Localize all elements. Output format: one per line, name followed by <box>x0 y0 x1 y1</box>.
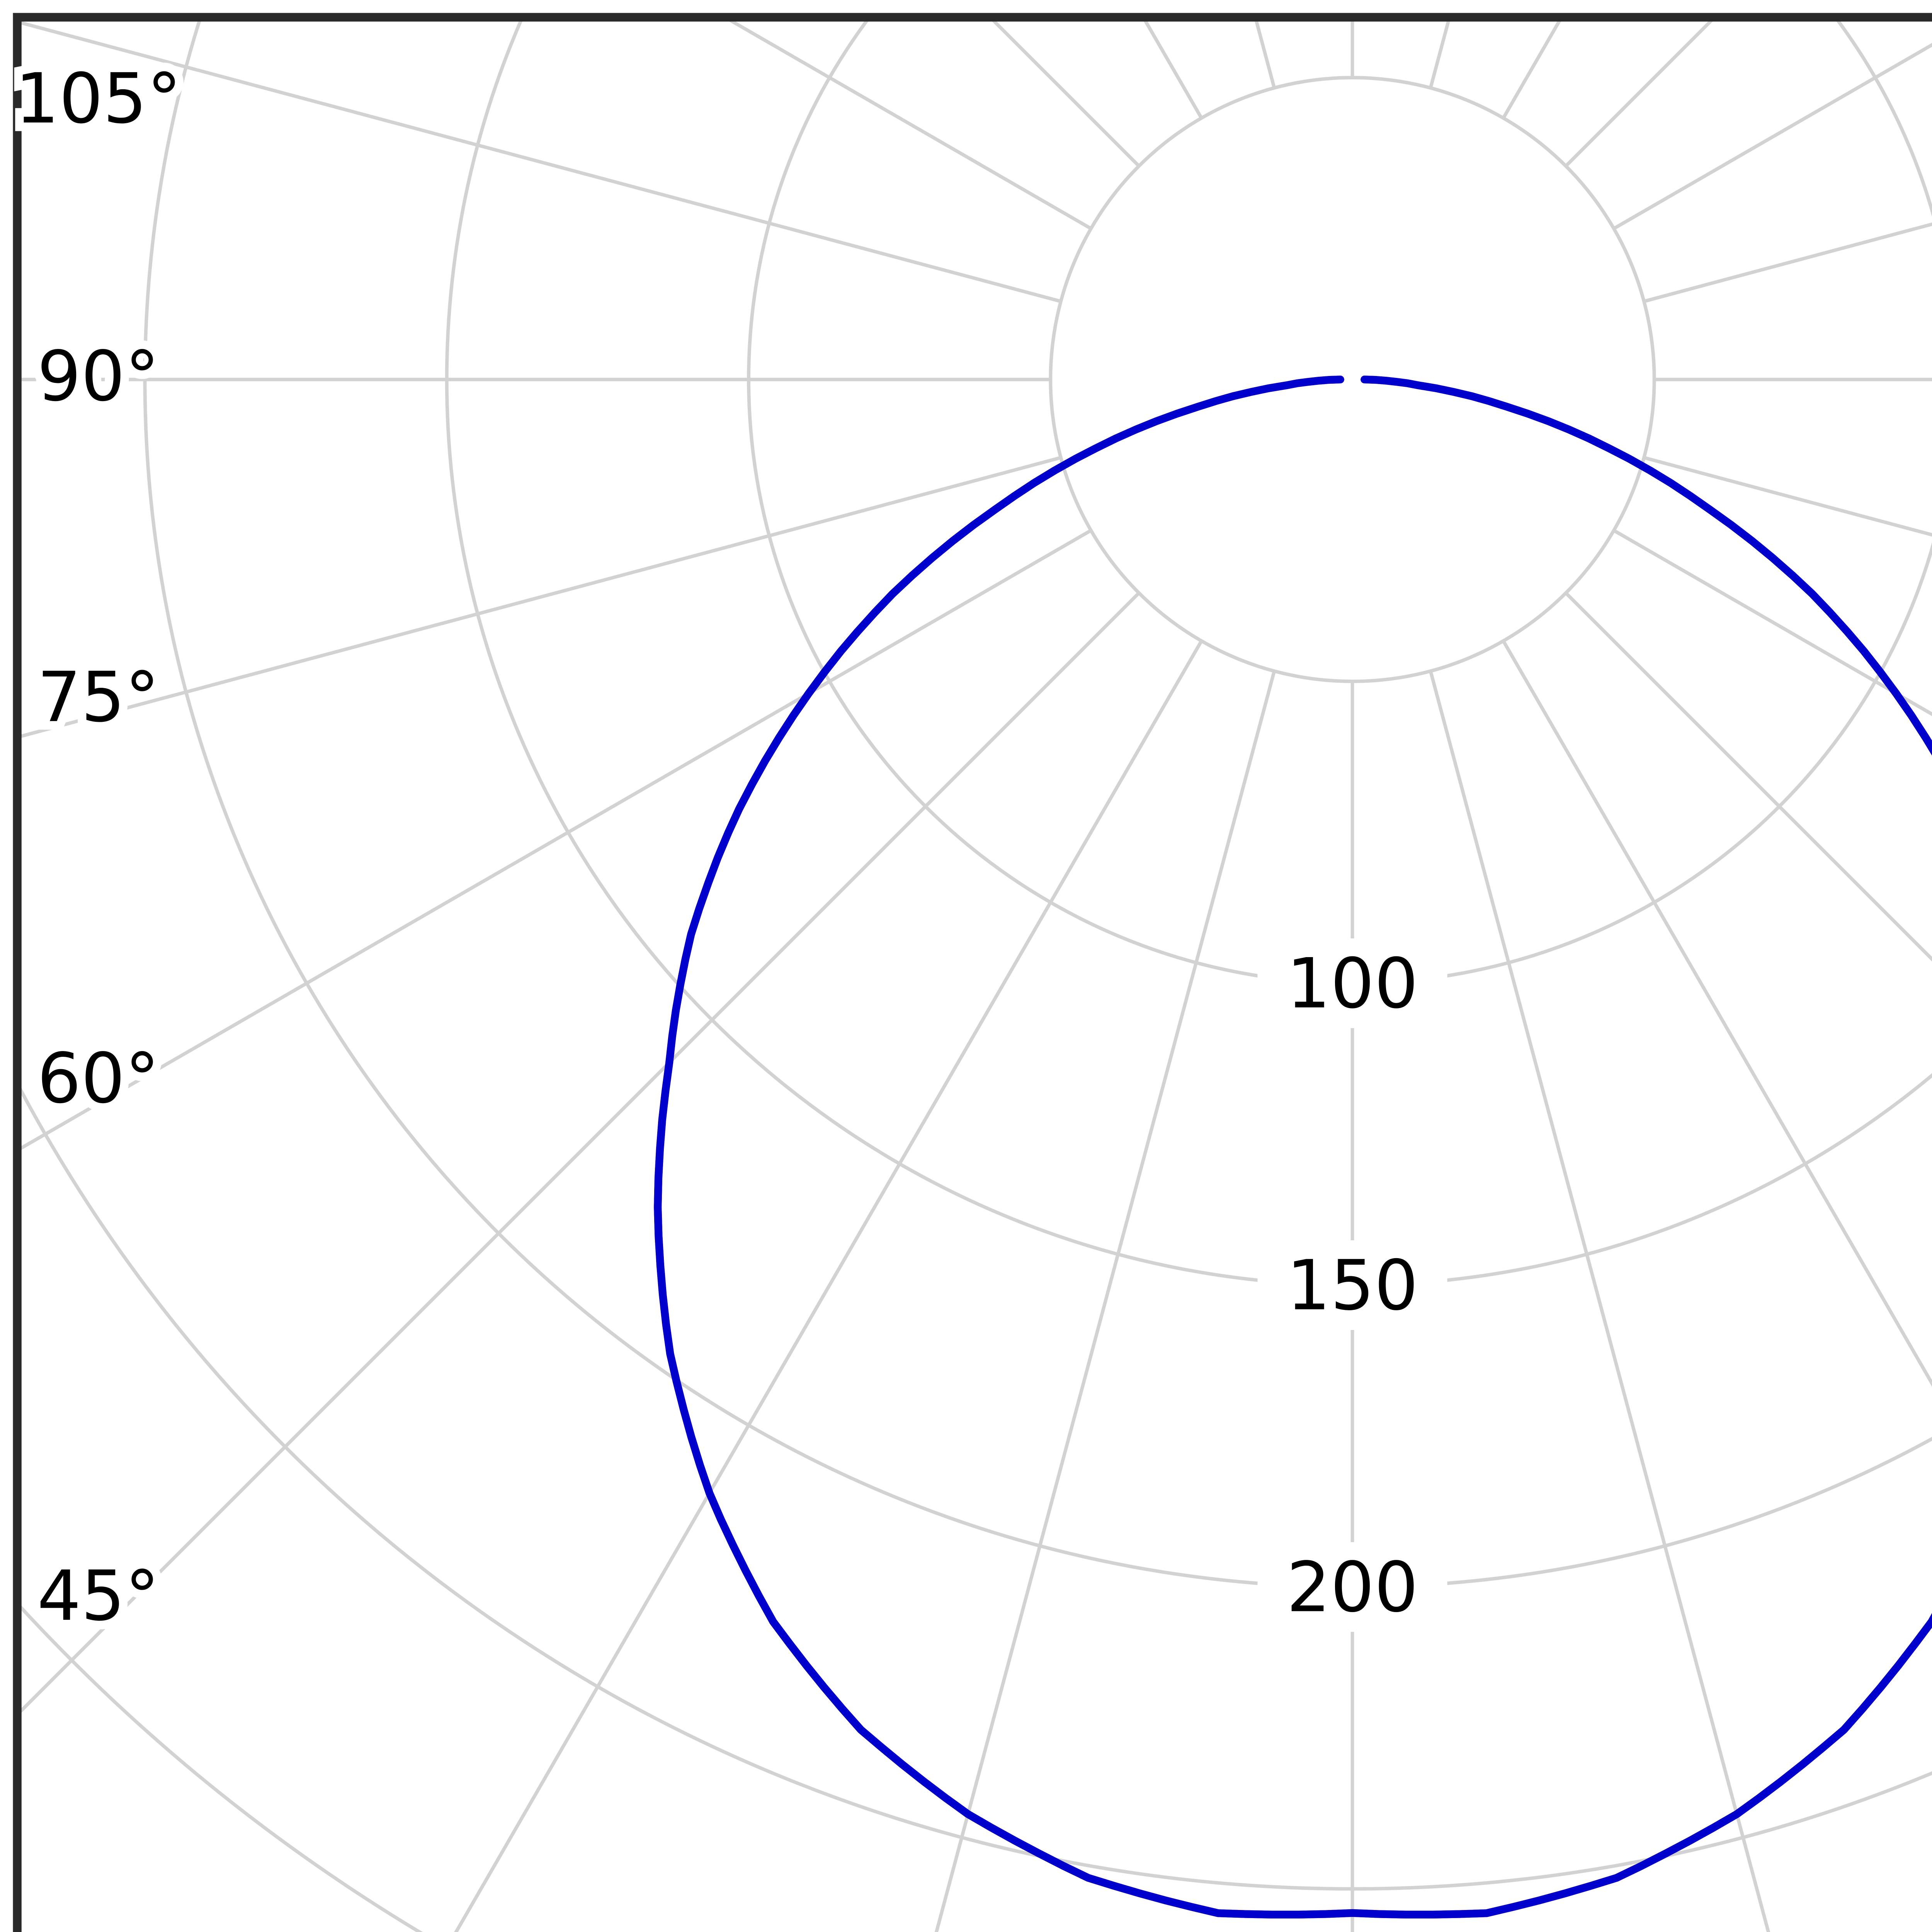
ring-label-150: 150 <box>1287 1245 1418 1326</box>
polar-grid-spoke-15 <box>1429 670 1770 1932</box>
ring-label-100: 100 <box>1287 944 1418 1024</box>
ring-label-bg-150 <box>1257 1240 1447 1330</box>
ring-label-bg-100 <box>1257 938 1447 1028</box>
polar-grid-spoke-345 <box>934 670 1276 1932</box>
polar-grid-spoke-330 <box>454 640 1203 1932</box>
ring-label-bg-200 <box>1257 1542 1447 1632</box>
angle-label-left-0: 105° <box>15 59 181 139</box>
angle-label-left-2: 75° <box>37 657 159 738</box>
angle-label-left-4: 45° <box>37 1556 159 1636</box>
intensity-curve-C90-C270 <box>654 376 1932 1918</box>
ring-label-200: 200 <box>1287 1548 1418 1628</box>
angle-label-left-3: 60° <box>37 1039 159 1119</box>
polar-grid-spoke-45 <box>1565 592 1932 962</box>
angle-label-left-1: 90° <box>37 337 159 417</box>
polar-grid-spoke-315 <box>17 592 1140 1717</box>
polar-grid-spoke-255 <box>17 20 1061 303</box>
polar-grid-spoke-30 <box>1502 640 1932 1387</box>
angle-labels: 105°105°90°90°75°75°60°60°45°45°30°30°15… <box>7 50 190 1645</box>
polar-grid-spoke-285 <box>17 456 1061 739</box>
chart-border <box>13 13 1932 1932</box>
polar-grid-spoke-300 <box>17 529 1092 1153</box>
